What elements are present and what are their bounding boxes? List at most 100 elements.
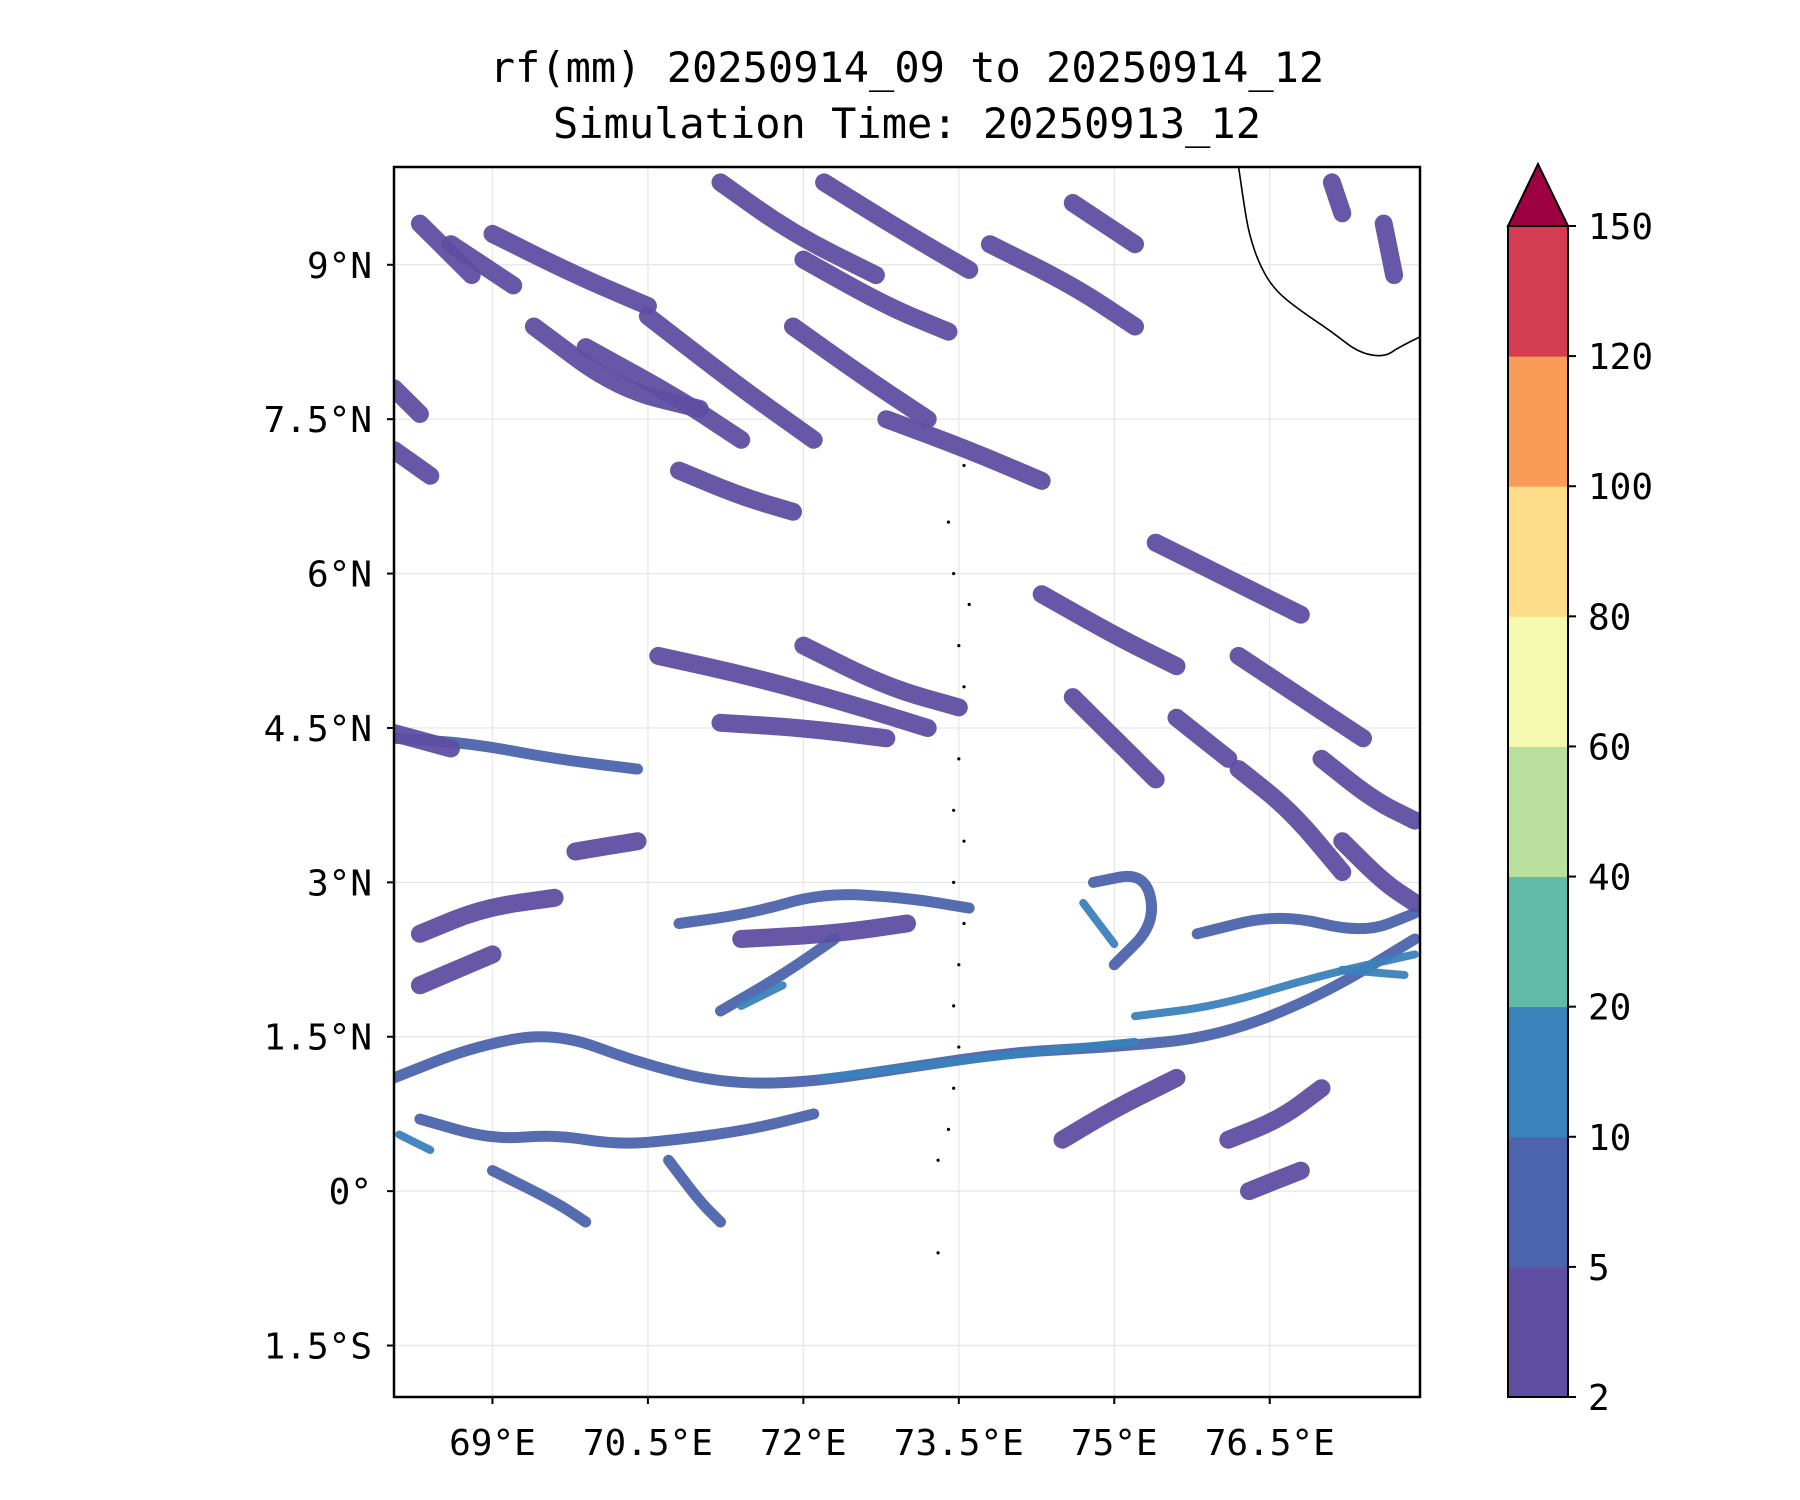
rain-band-3 (395, 1130, 435, 1154)
rain-band-26 (794, 250, 958, 341)
rain-band-30 (1063, 194, 1144, 254)
rain-band-33 (794, 636, 968, 717)
x-tick-label-5: 76.5°E (1205, 1423, 1335, 1464)
y-tick-label-7: 1.5°S (264, 1327, 372, 1368)
y-tick-label-6: 0° (329, 1172, 372, 1213)
y-tick-label-0: 9°N (307, 246, 372, 287)
rain-band-29 (980, 235, 1144, 336)
rain-band-7 (487, 1165, 592, 1228)
rain-band-34 (711, 713, 896, 748)
island-dot-11 (957, 963, 961, 967)
colorbar-segment-8 (1508, 226, 1568, 357)
x-tick-label-4: 75°E (1071, 1423, 1158, 1464)
colorbar-label-4: 40 (1588, 858, 1631, 899)
colorbar-label-2: 10 (1588, 1118, 1631, 1159)
rain-band-48 (1333, 832, 1420, 912)
rain-band-11 (673, 889, 975, 929)
colorbar-label-5: 60 (1588, 727, 1631, 768)
map-plot-area (392, 165, 1422, 1399)
rain-band-45 (1063, 688, 1165, 789)
island-dot-15 (946, 1127, 951, 1131)
colorbar-frame (1507, 225, 1569, 1398)
rain-band-2 (1131, 950, 1419, 1021)
rain-band-28 (877, 410, 1051, 490)
rain-band-40 (1146, 533, 1310, 624)
coastline-india (1237, 167, 1420, 357)
x-tick-label-3: 73.5°E (894, 1423, 1024, 1464)
colorbar-segment-6 (1508, 486, 1568, 617)
island-dot-1 (946, 520, 951, 524)
y-tick-label-4: 3°N (307, 863, 372, 904)
rain-band-44 (1167, 708, 1238, 768)
island-dot-6 (957, 757, 961, 761)
rain-band-35 (566, 832, 647, 861)
island-dot-3 (967, 602, 971, 607)
rain-band-15 (1338, 965, 1409, 979)
island-dot-9 (952, 880, 956, 884)
rain-band-47 (1322, 173, 1352, 223)
longitude-axis: 69°E 70.5°E 72°E 73.5°E 75°E 76.5°E (449, 1397, 1335, 1464)
y-tick-label-1: 7.5°N (264, 400, 372, 441)
colorbar-extend-arrow (1506, 161, 1570, 227)
rain-band-51 (1219, 1079, 1331, 1149)
rain-band-39 (1032, 585, 1186, 676)
rain-band-12 (1088, 870, 1157, 971)
latitude-axis: 9°N 7.5°N 6°N 4.5°N 3°N 1.5°N 0° 1.5°S (264, 246, 394, 1368)
colorbar-label-1: 5 (1588, 1248, 1610, 1289)
rain-band-14 (1191, 907, 1420, 940)
colorbar-label-7: 100 (1588, 467, 1653, 508)
y-tick-label-2: 6°N (307, 555, 372, 596)
rain-band-32 (649, 646, 937, 737)
rain-band-36 (732, 914, 916, 948)
rain-band-1 (820, 1037, 1139, 1082)
rain-band-24 (711, 173, 885, 285)
rain-band-43 (1229, 760, 1352, 882)
x-tick-label-1: 70.5°E (583, 1423, 713, 1464)
colorbar-segment-4 (1508, 746, 1568, 878)
colorbar-label-9: 150 (1588, 207, 1653, 248)
colorbar-segment-1 (1508, 1136, 1568, 1268)
colorbar-segment-7 (1508, 356, 1568, 487)
rain-band-10 (737, 981, 787, 1010)
island-dot-0 (962, 463, 966, 468)
colorbar-segment-3 (1508, 876, 1568, 1008)
island-dot-12 (952, 1004, 956, 1008)
rain-band-42 (1312, 749, 1420, 830)
rain-band-38 (410, 945, 502, 995)
colorbar-segment-2 (1508, 1006, 1568, 1138)
y-tick-label-3: 4.5°N (264, 709, 372, 750)
island-dot-8 (962, 839, 966, 843)
island-dot-5 (962, 685, 966, 689)
colorbar: 2 5 10 20 40 60 80 100 120 150 (1506, 161, 1653, 1419)
y-tick-label-5: 1.5°N (264, 1018, 372, 1059)
rain-band-37 (410, 888, 564, 943)
coastlines (936, 167, 1420, 1255)
x-tick-label-2: 72°E (760, 1423, 847, 1464)
chart-title: rf(mm) 20250914_09 to 20250914_12 (490, 43, 1324, 92)
colorbar-label-3: 20 (1588, 988, 1631, 1029)
island-dot-4 (957, 644, 961, 648)
rainfall-contours (394, 173, 1420, 1228)
rain-band-21 (524, 317, 709, 418)
island-dot-16 (936, 1158, 940, 1162)
rain-band-6 (414, 1108, 820, 1149)
island-dot-7 (952, 808, 956, 812)
rain-band-13 (1079, 898, 1119, 949)
rain-band-20 (483, 224, 657, 315)
island-dot-2 (952, 571, 956, 576)
island-dot-14 (952, 1086, 956, 1090)
rain-band-50 (1053, 1068, 1186, 1149)
rain-band-23 (638, 307, 823, 449)
x-tick-label-0: 69°E (449, 1423, 536, 1464)
island-dot-10 (962, 921, 966, 926)
rain-band-31 (670, 461, 802, 521)
map-frame (392, 165, 1422, 1399)
rain-band-22 (576, 338, 751, 449)
colorbar-label-6: 80 (1588, 597, 1631, 638)
colorbar-label-8: 120 (1588, 337, 1653, 378)
rain-band-9 (715, 933, 840, 1017)
rain-band-25 (815, 173, 979, 279)
rain-band-49 (1240, 1161, 1310, 1201)
rain-band-19 (442, 235, 523, 295)
